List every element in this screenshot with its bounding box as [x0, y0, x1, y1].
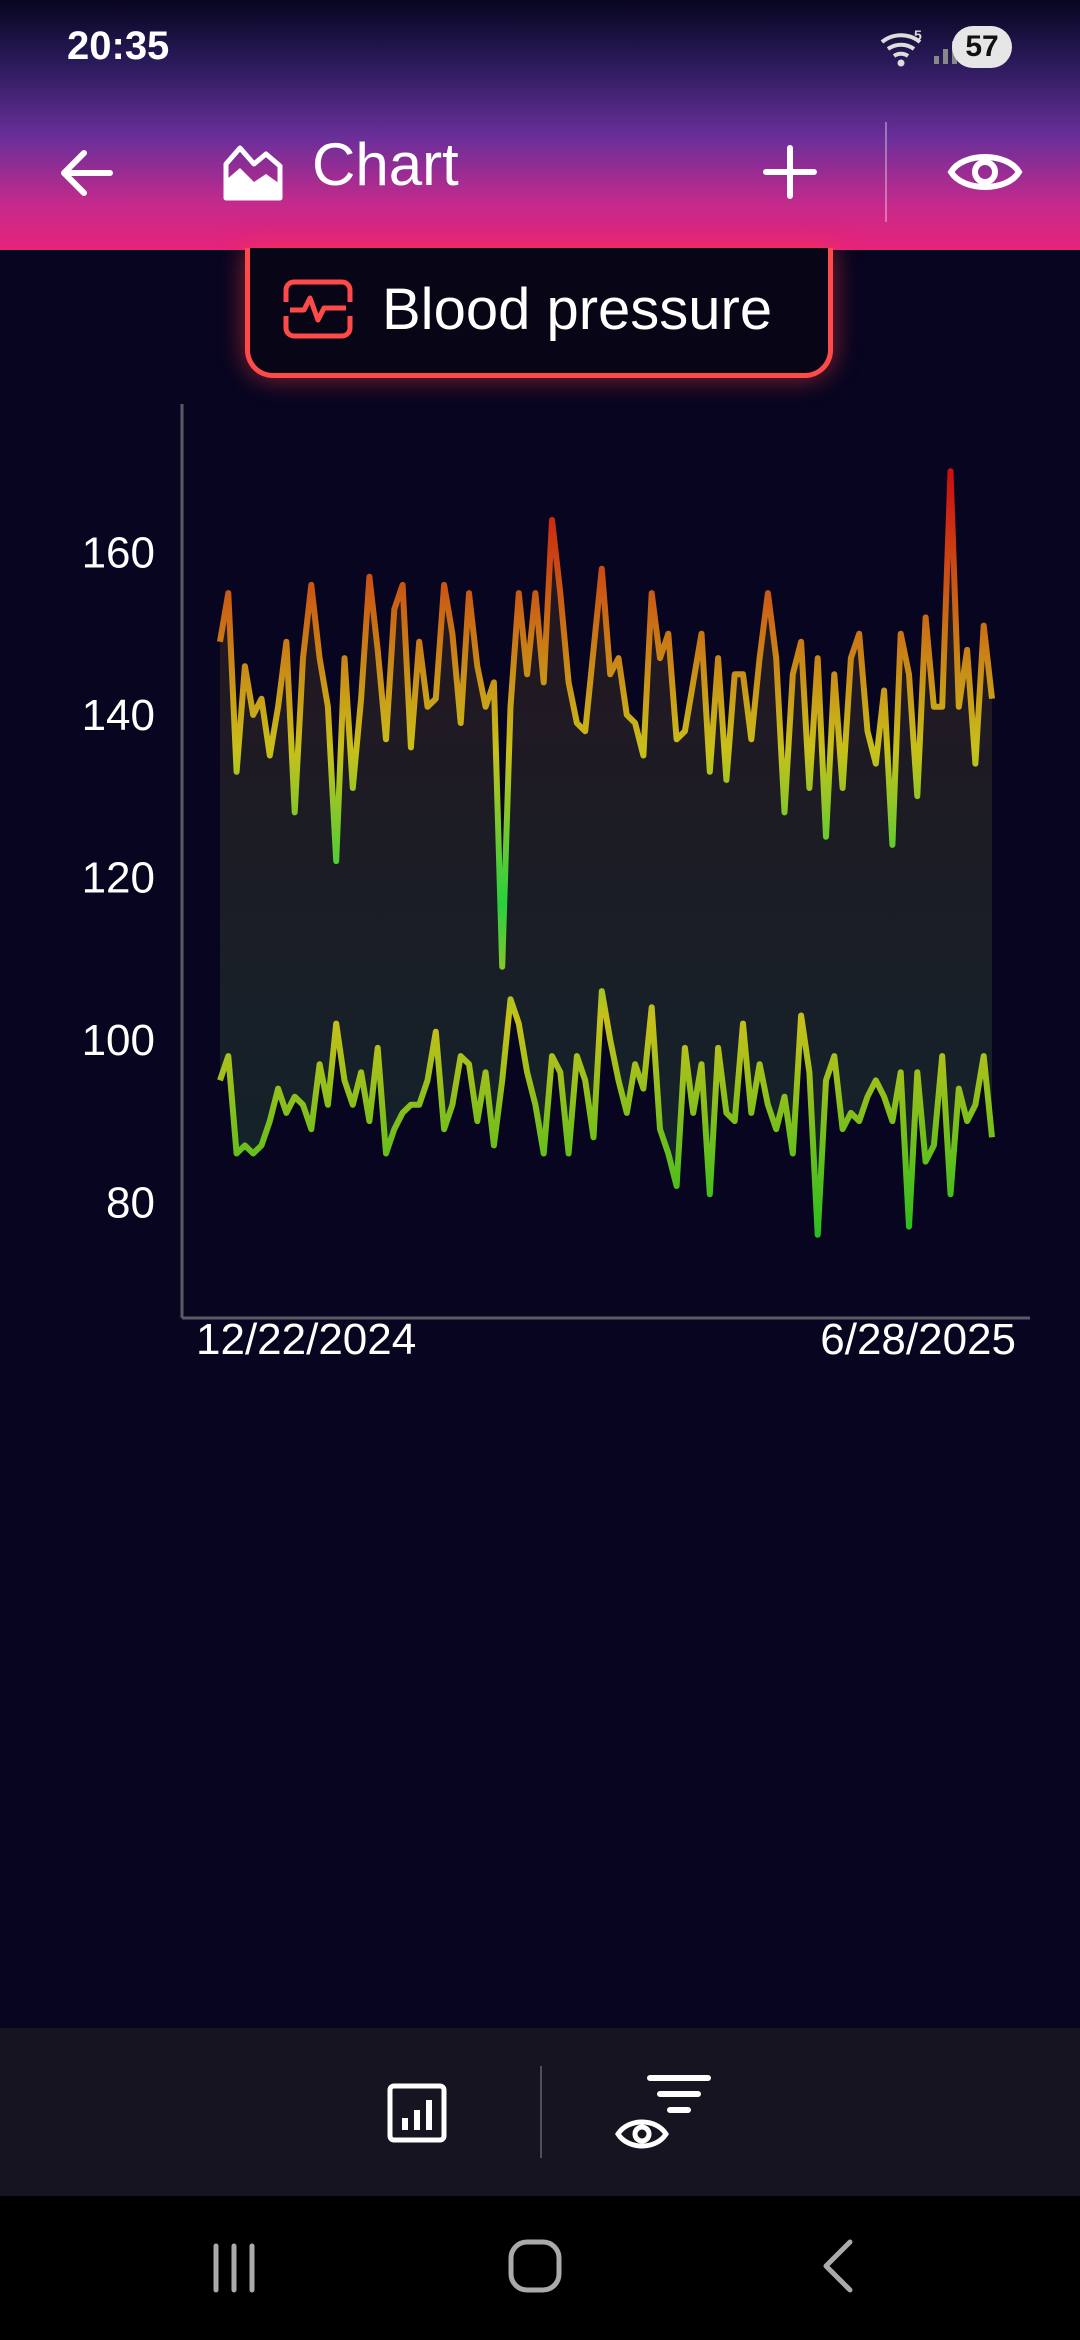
status-bar: 20:35 5 57 [0, 0, 1080, 100]
series-line-systolic [217, 468, 995, 970]
battery-indicator: 57 [952, 26, 1012, 68]
page-title: Chart [312, 131, 459, 198]
appbar-divider [885, 122, 887, 222]
bottom-toolbar [0, 2028, 1080, 2196]
chip-label: Blood pressure [382, 277, 773, 342]
status-time: 20:35 [67, 24, 170, 68]
recent-apps-icon[interactable] [204, 2238, 264, 2298]
y-tick-label: 160 [82, 528, 155, 577]
plus-icon[interactable] [752, 134, 828, 210]
app-bar: Chart [0, 0, 1080, 250]
y-tick-label: 100 [82, 1016, 155, 1065]
heart-monitor-icon [282, 279, 354, 339]
x-tick-label: 6/28/2025 [820, 1315, 1016, 1364]
y-tick-label: 140 [82, 691, 155, 740]
wifi-badge: 5 [914, 28, 922, 43]
bar-chart-icon[interactable] [386, 2082, 448, 2144]
home-icon[interactable] [505, 2236, 565, 2296]
back-chevron-icon[interactable] [810, 2236, 870, 2296]
arrow-left-icon[interactable] [52, 138, 122, 208]
eye-icon[interactable] [945, 134, 1025, 210]
system-nav-bar [0, 2196, 1080, 2340]
series-line-diastolic [217, 988, 995, 1238]
eye-filter-icon[interactable] [612, 2070, 712, 2160]
app-bar-content: Chart [0, 100, 1080, 250]
bottom-divider [540, 2066, 542, 2158]
blood-pressure-chart: 160 140 120 100 80 12/22/2024 6/28/2025 [82, 404, 1030, 1364]
y-tick-label: 120 [82, 853, 155, 902]
category-chip[interactable]: Blood pressure [245, 248, 833, 378]
x-tick-label: 12/22/2024 [196, 1315, 416, 1364]
wifi-icon: 5 [880, 28, 922, 67]
y-tick-label: 80 [106, 1178, 155, 1227]
area-chart-icon [223, 145, 283, 201]
